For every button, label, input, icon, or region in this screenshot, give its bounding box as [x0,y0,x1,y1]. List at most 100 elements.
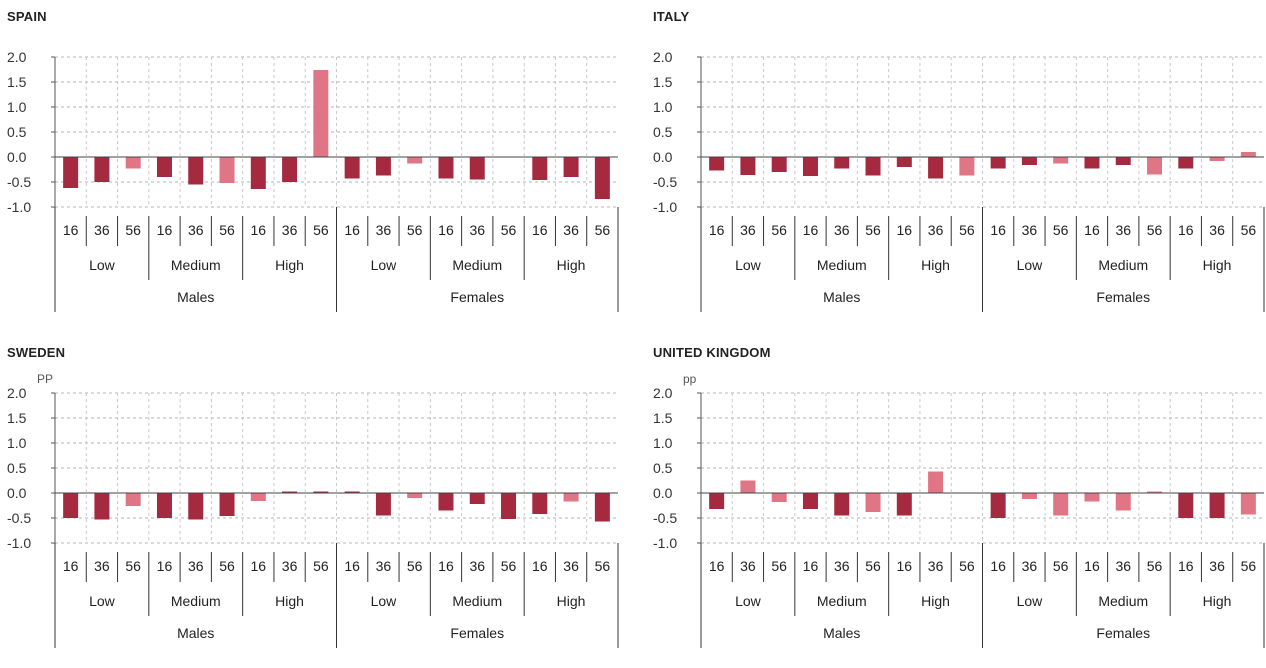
age-label: 16 [438,222,454,238]
education-label: Medium [1098,257,1148,273]
education-label: Medium [817,593,867,609]
bar-males-high-16 [896,493,912,516]
y-tick-label: -0.5 [7,174,31,190]
age-label: 56 [501,222,517,238]
age-label: 36 [188,222,204,238]
age-label: 56 [125,558,141,574]
bar-males-low-56 [125,157,141,169]
y-tick-label: 0.5 [7,124,27,140]
bar-males-high-16 [896,157,912,167]
bar-females-medium-56 [1147,157,1163,175]
age-label: 56 [1241,222,1257,238]
age-label: 16 [532,558,548,574]
y-tick-label: -1.0 [7,535,31,551]
age-label: 16 [157,558,173,574]
age-label: 16 [990,558,1006,574]
age-label: 36 [563,558,579,574]
age-label: 16 [63,558,79,574]
sex-label: Females [1096,625,1150,641]
y-tick-label: 1.0 [7,435,27,451]
age-label: 56 [219,222,235,238]
education-label: Medium [452,593,502,609]
bar-males-high-36 [282,157,298,182]
bar-males-medium-16 [156,157,172,177]
bar-females-high-16 [532,493,548,514]
age-label: 36 [740,222,756,238]
education-label: High [921,593,950,609]
bar-chart-spain: SPAIN 2.0 1.5 1.0 0.5 0.0 -0.5 -1.0 16 36 56 16 36 56… [7,9,619,312]
sex-label: Females [1096,289,1150,305]
bar-females-low-36 [1021,493,1037,499]
sex-label: Males [823,625,860,641]
age-label: 16 [709,222,725,238]
y-tick-label: 2.0 [7,49,27,65]
bar-males-high-56 [313,70,329,157]
y-tick-label: 0.0 [7,149,27,165]
bar-females-medium-36 [1115,157,1131,165]
y-tick-label: 1.5 [7,410,27,426]
age-label: 16 [532,222,548,238]
sex-label: Females [450,289,504,305]
age-label: 56 [125,222,141,238]
bar-chart-sweden: SWEDEN PP 2.0 1.5 1.0 0.5 0.0 -0.5 -1.0 16 36 56 16 3… [7,345,619,648]
age-label: 16 [251,222,267,238]
age-label: 56 [595,558,611,574]
age-label: 36 [834,558,850,574]
sex-label: Females [450,625,504,641]
bar-males-low-36 [740,480,756,493]
bar-females-high-16 [1178,157,1194,169]
y-tick-label: 0.0 [653,149,673,165]
age-label: 36 [834,222,850,238]
bar-males-high-56 [959,157,975,176]
age-label: 36 [1022,558,1038,574]
age-label: 36 [282,222,298,238]
age-label: 56 [959,558,975,574]
y-tick-label: 1.5 [653,410,673,426]
age-label: 16 [1084,222,1100,238]
age-label: 36 [1022,222,1038,238]
age-label: 36 [1209,558,1225,574]
sex-label: Males [177,625,214,641]
age-label: 56 [219,558,235,574]
bar-males-low-16 [709,157,725,171]
age-label: 16 [344,222,360,238]
age-label: 56 [865,558,881,574]
bar-females-high-16 [1178,493,1194,518]
y-tick-label: 1.0 [653,99,673,115]
education-label: Low [371,593,398,609]
bar-chart-united-kingdom: UNITED KINGDOM pp 2.0 1.5 1.0 0.5 0.0 -0.5 -1.0 1… [653,345,1265,648]
bar-males-medium-56 [865,157,881,176]
bar-males-medium-16 [802,493,818,509]
age-label: 16 [990,222,1006,238]
y-tick-label: -0.5 [653,174,677,190]
age-label: 16 [1178,222,1194,238]
education-label: Medium [171,257,221,273]
bar-males-medium-36 [834,157,850,169]
age-label: 36 [376,558,392,574]
bar-males-medium-36 [188,157,204,185]
bar-females-medium-16 [438,493,454,511]
education-label: Low [735,257,762,273]
bar-males-medium-56 [865,493,881,512]
age-label: 16 [897,558,913,574]
education-label: Low [371,257,398,273]
age-label: 56 [959,222,975,238]
age-label: 16 [344,558,360,574]
age-label: 36 [94,222,110,238]
bar-males-low-16 [63,493,79,518]
bar-males-high-56 [313,491,329,493]
bar-females-high-36 [563,493,579,502]
age-label: 16 [803,558,819,574]
y-tick-label: 1.5 [653,74,673,90]
age-label: 56 [501,558,517,574]
bar-females-low-36 [375,493,391,516]
chart-title: UNITED KINGDOM [653,345,771,360]
bar-females-medium-36 [469,157,485,180]
education-label: High [1203,593,1232,609]
bar-females-high-56 [594,493,610,522]
age-label: 56 [407,222,423,238]
bar-males-high-36 [928,157,944,179]
age-label: 56 [407,558,423,574]
chart-panel-spain: SPAIN 2.0 1.5 1.0 0.5 0.0 -0.5 -1.0 16 36 56 16 36 56… [0,0,620,330]
